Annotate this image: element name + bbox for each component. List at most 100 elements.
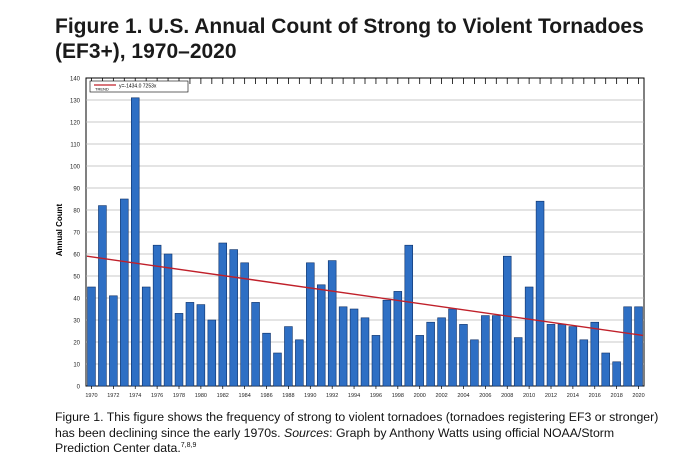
x-tick-label: 2014 — [567, 393, 579, 399]
x-tick-label: 1974 — [129, 393, 141, 399]
y-tick-label: 90 — [73, 187, 80, 193]
x-tick-label: 2004 — [457, 393, 469, 399]
x-tick-label: 2006 — [479, 393, 491, 399]
bar-1982 — [218, 242, 228, 387]
bar-2001 — [426, 321, 435, 387]
y-tick-label: 50 — [73, 275, 80, 281]
x-tick-label: 2008 — [501, 393, 513, 399]
bar-2013 — [557, 324, 567, 387]
x-tick-label: 1970 — [85, 393, 97, 399]
y-tick-label: 20 — [73, 341, 80, 347]
x-tick-label: 2002 — [435, 393, 447, 399]
x-tick-label: 1990 — [304, 393, 316, 399]
figure-title: Figure 1. U.S. Annual Count of Strong to… — [55, 15, 644, 63]
chart-legend: TREND y=-1434.0 7253x — [89, 80, 189, 93]
bar-1984 — [240, 262, 249, 387]
bar-2017 — [601, 352, 610, 387]
bar-1994 — [349, 308, 359, 387]
bar-2014 — [568, 326, 578, 387]
bar-2005 — [470, 339, 479, 387]
bar-1973 — [120, 198, 129, 387]
bar-1999 — [404, 244, 414, 387]
bar-1978 — [174, 313, 184, 387]
caption-references: 7,8,9 — [180, 441, 197, 449]
bar-1993 — [338, 306, 348, 387]
x-tick-label: 2018 — [611, 393, 623, 399]
legend-box — [89, 80, 189, 93]
y-tick-label: 120 — [70, 121, 81, 127]
bar-2020 — [634, 306, 643, 387]
y-tick-label: 40 — [73, 297, 80, 303]
bar-2007 — [492, 315, 501, 387]
y-tick-label: 60 — [73, 253, 80, 259]
y-tick-label: 110 — [70, 143, 80, 149]
bar-2006 — [481, 315, 490, 387]
bar-1985 — [251, 302, 260, 387]
bar-2018 — [612, 361, 621, 387]
bar-1989 — [295, 339, 304, 387]
trend-line — [86, 255, 644, 337]
y-tick-label: 100 — [70, 165, 81, 171]
x-tick-label: 1988 — [282, 393, 294, 399]
bar-2008 — [502, 255, 512, 387]
bar-2015 — [579, 339, 589, 387]
bar-2010 — [524, 286, 534, 387]
x-tick-label: 2012 — [545, 393, 557, 399]
bar-1991 — [316, 284, 326, 387]
bar-1990 — [306, 262, 315, 387]
y-tick-label: 0 — [77, 385, 81, 391]
y-tick-label: 130 — [70, 99, 81, 105]
bar-1998 — [393, 291, 403, 387]
bar-1975 — [141, 286, 151, 387]
x-tick-label: 1986 — [260, 393, 272, 399]
bar-1992 — [327, 260, 337, 387]
x-tick-label: 1994 — [348, 393, 360, 399]
bar-1996 — [371, 335, 381, 387]
x-tick-label: 2010 — [523, 393, 535, 399]
caption-text: Figure 1. This figure shows the frequenc… — [55, 410, 659, 440]
x-tick-label: 1996 — [370, 393, 382, 399]
bar-1997 — [382, 299, 392, 387]
bar-1980 — [196, 304, 206, 387]
bar-2012 — [546, 324, 556, 387]
y-tick-label: 30 — [73, 319, 80, 325]
bar-2002 — [437, 317, 446, 387]
bar-1979 — [185, 302, 195, 387]
bar-1970 — [87, 286, 96, 387]
x-tick-label: 1984 — [239, 393, 251, 399]
caption-sources-text: : Graph by Anthony Watts using official … — [55, 425, 615, 456]
bar-2016 — [590, 321, 600, 387]
figure-caption: Figure 1. This figure shows the frequenc… — [55, 410, 670, 457]
bar-1995 — [360, 317, 370, 387]
bar-1977 — [163, 253, 173, 387]
legend-label: TREND — [95, 87, 109, 92]
caption-sources-label: Sources — [284, 425, 330, 440]
bar-2000 — [415, 335, 424, 387]
bar-1971 — [98, 205, 107, 387]
x-tick-label: 1978 — [173, 393, 185, 399]
bar-2003 — [448, 308, 457, 387]
bars-layer — [87, 97, 643, 387]
bar-1972 — [109, 295, 118, 387]
x-tick-label: 1976 — [151, 393, 163, 399]
x-tick-label: 1992 — [326, 393, 338, 399]
bar-2004 — [459, 324, 468, 387]
x-tick-label: 2016 — [589, 393, 601, 399]
x-tick-label: 1982 — [217, 393, 229, 399]
y-tick-label: 140 — [70, 77, 81, 83]
bar-1983 — [229, 249, 238, 387]
bar-1981 — [207, 319, 217, 387]
x-tick-label: 2020 — [632, 393, 644, 399]
x-tick-label: 1998 — [392, 393, 404, 399]
y-axis-label: Annual Count — [55, 203, 64, 256]
y-tick-label: 80 — [73, 209, 80, 215]
y-tick-label: 10 — [73, 363, 80, 369]
trend-layer — [86, 255, 644, 337]
x-tick-label: 2000 — [414, 393, 426, 399]
bar-1974 — [131, 97, 140, 387]
x-tick-label: 1972 — [107, 393, 119, 399]
tornado-bar-chart: 0 10 20 30 40 50 60 70 80 90 100 110 120 130 140 1970 19… — [55, 77, 645, 400]
bar-1986 — [262, 332, 271, 387]
y-tick-label: 70 — [73, 231, 80, 237]
bar-2009 — [513, 337, 523, 387]
